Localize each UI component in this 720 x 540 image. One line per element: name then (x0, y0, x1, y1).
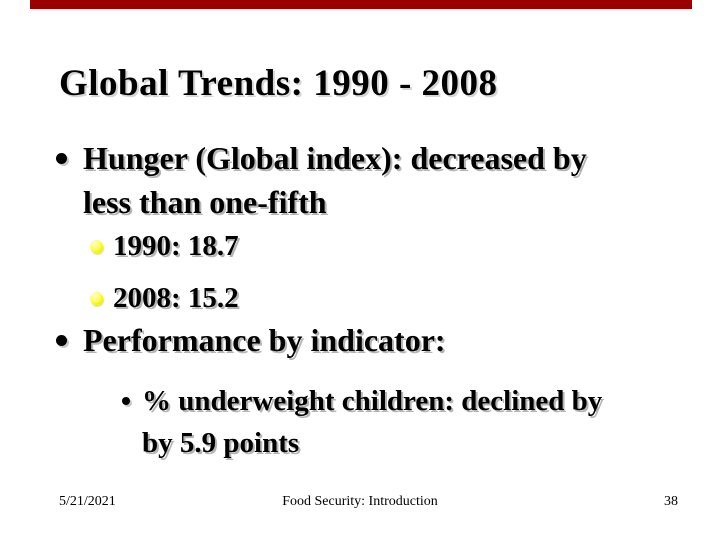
bullet-item-hunger: Hunger (Global index): decreased by less… (56, 136, 587, 224)
sub-bullet-icon (90, 292, 103, 305)
bullet-line: less than one-fifth (83, 184, 327, 220)
bullet-line: % underweight children: declined by (142, 385, 603, 417)
bullet-icon (56, 153, 67, 164)
footer-title: Food Security: Introduction (282, 494, 438, 509)
sub-bullet-item-1990: 1990: 18.7 (90, 226, 239, 266)
sub-bullet-text: 1990: 18.7 (113, 226, 239, 266)
bullet-icon (56, 335, 67, 346)
bullet-line: Performance by indicator: (83, 322, 446, 358)
sub-bullet-icon (90, 240, 103, 253)
bullet-line: Hunger (Global index): decreased by (83, 140, 587, 176)
footer-page-number: 38 (664, 494, 678, 509)
footer-date: 5/21/2021 (59, 494, 116, 509)
bullet-line: 2008: 15.2 (113, 282, 239, 314)
bullet-item-performance: Performance by indicator: (56, 318, 446, 362)
slide-footer: 5/21/2021 Food Security: Introduction 38 (0, 494, 720, 516)
slide-title: Global Trends: 1990 - 2008 (59, 63, 498, 104)
sub-bullet-text: 2008: 15.2 (113, 278, 239, 318)
bullet-line: by 5.9 points (142, 427, 300, 459)
sub-bullet-icon (122, 397, 130, 405)
top-accent-bar (30, 0, 692, 9)
bullet-text: Performance by indicator: (83, 318, 446, 362)
bullet-line: 1990: 18.7 (113, 230, 239, 262)
sub-bullet-text: % underweight children: declined by by 5… (142, 380, 602, 464)
sub-bullet-item-2008: 2008: 15.2 (90, 278, 239, 318)
bullet-text: Hunger (Global index): decreased by less… (83, 136, 587, 224)
sub-bullet-item-underweight: % underweight children: declined by by 5… (122, 380, 602, 464)
